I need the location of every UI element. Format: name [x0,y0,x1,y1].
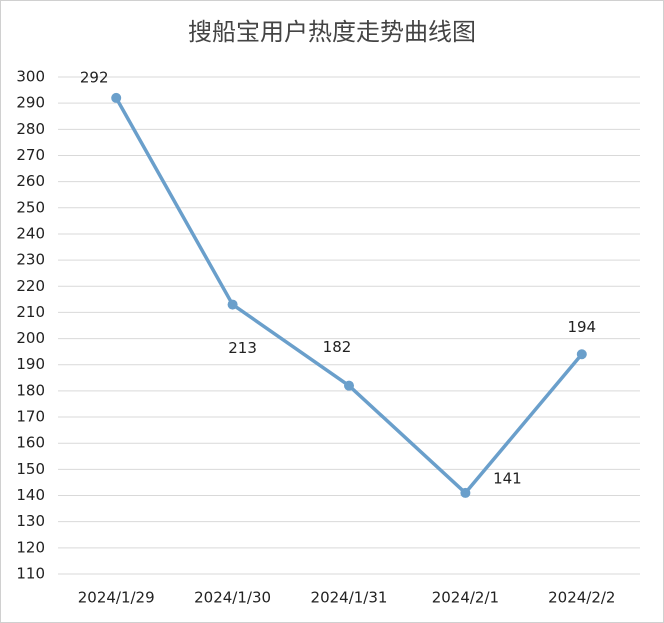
x-tick-label: 2024/1/29 [78,589,155,607]
y-tick-label: 200 [16,329,45,347]
data-label: 213 [228,339,257,357]
y-tick-label: 270 [16,146,45,164]
y-tick-label: 250 [16,198,45,216]
y-tick-label: 120 [16,538,45,556]
data-label: 194 [567,318,596,336]
point [111,92,122,103]
y-tick-label: 220 [16,277,45,295]
x-tick-label: 2024/1/30 [194,589,271,607]
y-tick-label: 170 [16,408,45,426]
y-tick-label: 190 [16,355,45,373]
y-tick-label: 130 [16,512,45,530]
point [576,349,587,360]
point [344,380,354,391]
data-label: 141 [493,469,522,487]
y-tick-label: 150 [16,460,45,478]
y-tick-label: 300 [16,68,45,86]
chart-title: 搜船宝用户热度走势曲线图 [188,18,476,46]
y-tick-label: 280 [16,120,45,138]
y-tick-label: 160 [16,434,45,452]
y-tick-label: 230 [16,251,45,269]
y-tick-label: 180 [16,381,45,399]
y-tick-label: 260 [16,172,45,190]
x-tick-label: 2024/1/31 [311,589,388,607]
x-tick-label: 2024/2/1 [432,589,499,607]
y-tick-label: 140 [16,486,45,504]
y-tick-label: 210 [16,303,45,321]
y-tick-label: 110 [16,565,45,583]
x-tick-label: 2024/2/2 [548,589,615,607]
data-label: 182 [323,338,352,356]
y-tick-label: 240 [16,224,45,242]
data-label: 292 [80,68,109,86]
point [227,299,238,310]
point [460,487,471,498]
y-tick-label: 290 [16,94,45,112]
